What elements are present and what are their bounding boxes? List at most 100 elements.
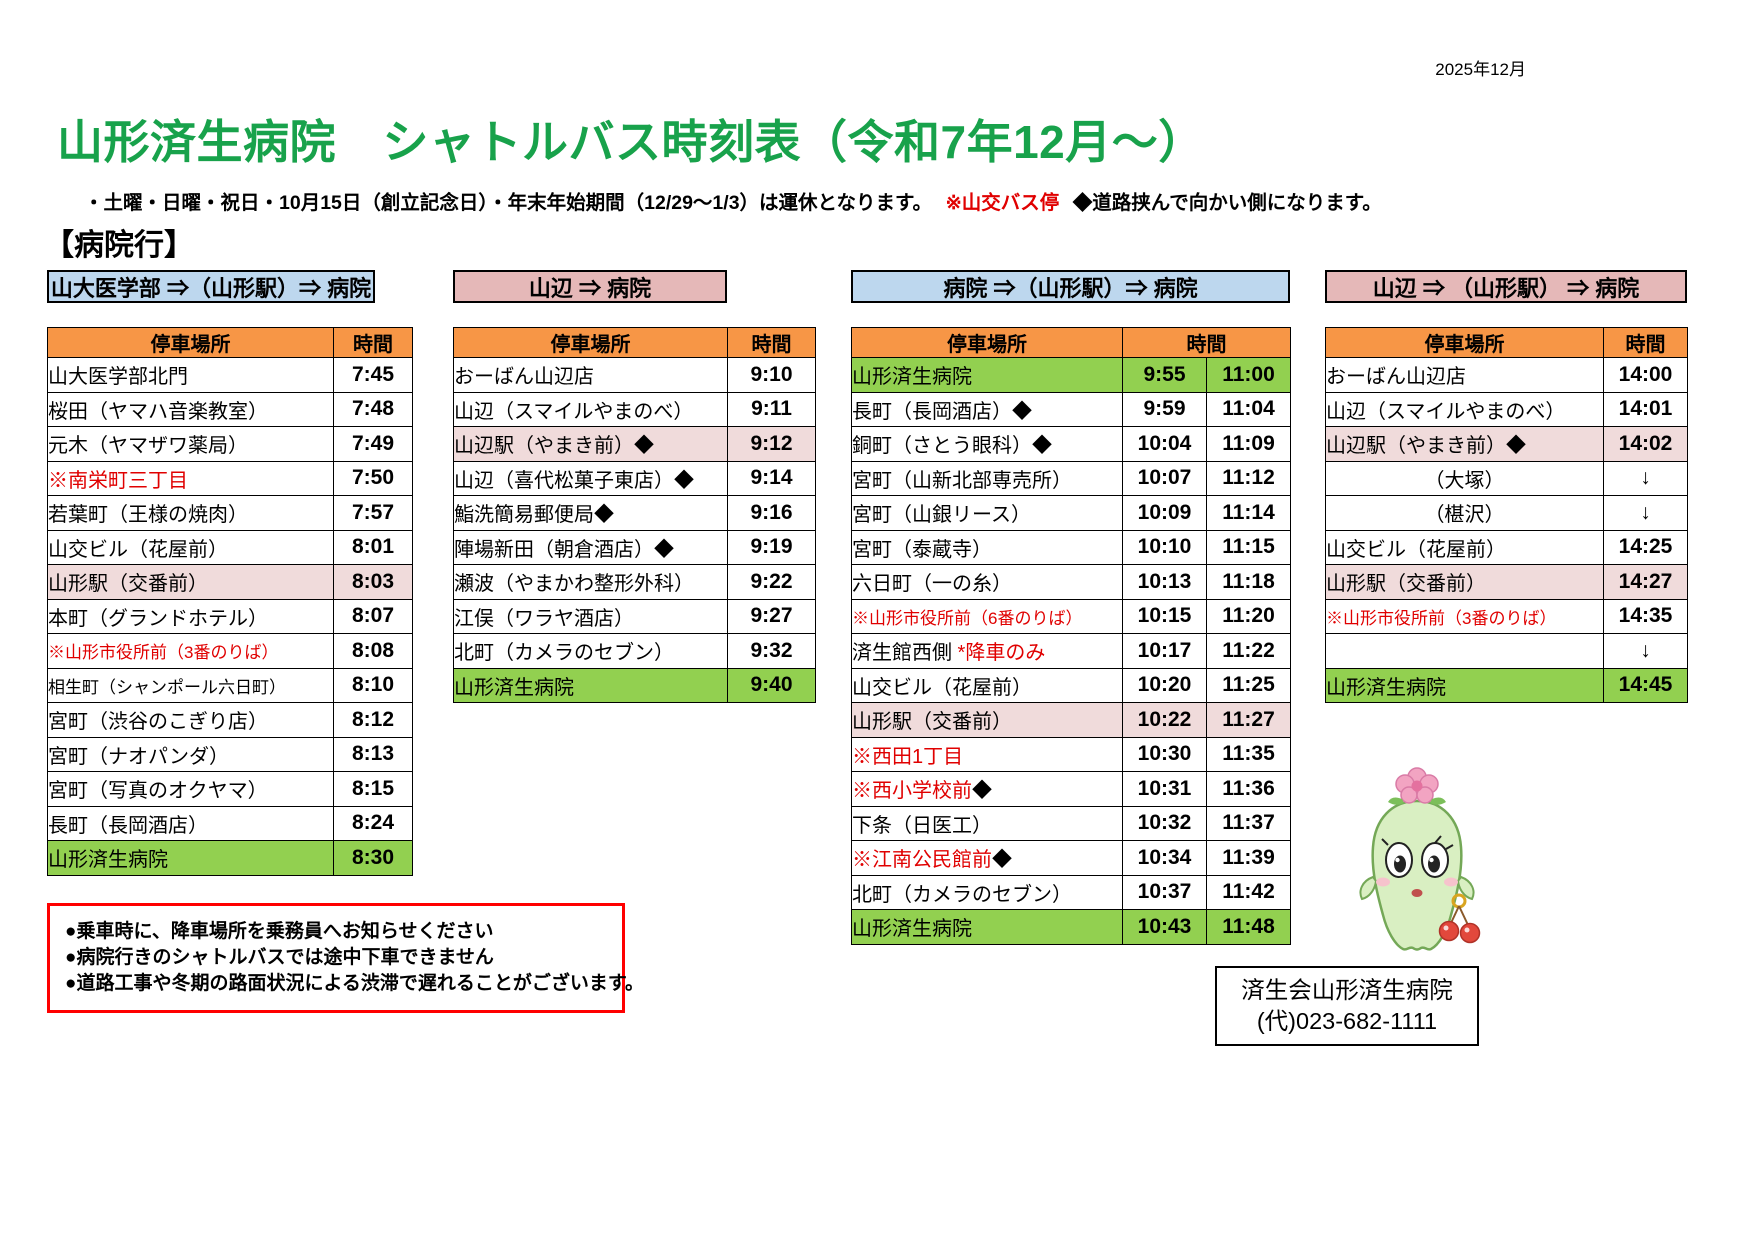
timetable-row: 山形済生病院 8:30 bbox=[47, 840, 413, 876]
stop-cell: 宮町（ナオパンダ） bbox=[47, 736, 334, 772]
stop-cell: 山大医学部北門 bbox=[47, 357, 334, 393]
stop-column-header: 停車場所 bbox=[47, 327, 334, 358]
timetable-row: 宮町（ナオパンダ） 8:13 bbox=[47, 736, 413, 772]
stop-cell: ※西田1丁目 bbox=[851, 736, 1123, 772]
time-cell: 14:35 bbox=[1603, 598, 1688, 634]
stop-cell: ※江南公民館前◆ bbox=[851, 840, 1123, 876]
note-item: ●道路工事や冬期の路面状況による渋滞で遅れることがございます。 bbox=[65, 973, 645, 994]
stop-cell: 山交ビル（花屋前） bbox=[1325, 529, 1604, 565]
stop-cell: （大塚） bbox=[1325, 460, 1604, 496]
timetable-row: 山辺（喜代松菓子東店）◆ 9:14 bbox=[453, 460, 816, 496]
time-cell: 11:42 bbox=[1206, 874, 1291, 910]
timetable-row: 瀬波（やまかわ整形外科） 9:22 bbox=[453, 564, 816, 600]
time-cell: 9:16 bbox=[727, 495, 816, 531]
timetable-row: 北町（カメラのセブン） 10:37 11:42 bbox=[851, 874, 1291, 910]
time-cell: 9:14 bbox=[727, 460, 816, 496]
table-yamadai-to-hospital: 山大医学部 ⇒（山形駅）⇒ 病院 停車場所 時間 山大医学部北門 7:45 桜田（ヤマハ… bbox=[47, 270, 413, 876]
stop-cell: 相生町（シャンポール六日町） bbox=[47, 667, 334, 703]
time-cell: 8:13 bbox=[333, 736, 413, 772]
timetable: 停車場所 時間 山大医学部北門 7:45 桜田（ヤマハ音楽教室） 7:48 元木（ヤマザワ薬… bbox=[47, 327, 413, 876]
time-cell: 8:24 bbox=[333, 805, 413, 841]
time-cell: 11:18 bbox=[1206, 564, 1291, 600]
time-cell: 7:57 bbox=[333, 495, 413, 531]
timetable-row: 陣場新田（朝倉酒店）◆ 9:19 bbox=[453, 529, 816, 565]
stop-cell: 長町（長岡酒店） bbox=[47, 805, 334, 841]
stop-cell: 山形済生病院 bbox=[851, 357, 1123, 393]
timetable-row: 銅町（さとう眼科）◆ 10:04 11:09 bbox=[851, 426, 1291, 462]
time-cell: 9:27 bbox=[727, 598, 816, 634]
timetable-row: ※南栄町三丁目 7:50 bbox=[47, 460, 413, 496]
time-cell: 11:22 bbox=[1206, 633, 1291, 669]
time-cell: 11:37 bbox=[1206, 805, 1291, 841]
stop-cell: 銅町（さとう眼科）◆ bbox=[851, 426, 1123, 462]
timetable-row: 山辺駅（やまき前）◆ 9:12 bbox=[453, 426, 816, 462]
note-item: ●乗車時に、降車場所を乗務員へお知らせください bbox=[65, 921, 494, 942]
time-cell: 11:20 bbox=[1206, 598, 1291, 634]
time-cell: 11:09 bbox=[1206, 426, 1291, 462]
timetable-row: 山辺（スマイルやまのべ） 9:11 bbox=[453, 391, 816, 427]
time-cell: 11:25 bbox=[1206, 667, 1291, 703]
time-cell: 11:14 bbox=[1206, 495, 1291, 531]
time-cell: 9:11 bbox=[727, 391, 816, 427]
stop-cell: おーばん山辺店 bbox=[1325, 357, 1604, 393]
stop-column-header: 停車場所 bbox=[1325, 327, 1604, 358]
time-cell: 7:50 bbox=[333, 460, 413, 496]
timetable-row: 山交ビル（花屋前） 10:20 11:25 bbox=[851, 667, 1291, 703]
time-cell: 10:04 bbox=[1122, 426, 1207, 462]
stop-cell: 山形済生病院 bbox=[851, 909, 1123, 945]
time-cell: 10:10 bbox=[1122, 529, 1207, 565]
time-column-header: 時間 bbox=[727, 327, 816, 358]
time-cell: 10:34 bbox=[1122, 840, 1207, 876]
timetable-row: 山形済生病院 9:40 bbox=[453, 667, 816, 703]
stop-cell: 山形駅（交番前） bbox=[47, 564, 334, 600]
timetable-row: 元木（ヤマザワ薬局） 7:49 bbox=[47, 426, 413, 462]
stop-cell: ※山形市役所前（6番のりば） bbox=[851, 598, 1123, 634]
timetable: 停車場所 時間 山形済生病院 9:55 11:00 長町（長岡酒店）◆ 9:59 11:04 銅… bbox=[851, 327, 1291, 945]
timetable-row: ※西田1丁目 10:30 11:35 bbox=[851, 736, 1291, 772]
time-cell: 10:22 bbox=[1122, 702, 1207, 738]
stop-cell: ※南栄町三丁目 bbox=[47, 460, 334, 496]
time-cell: 9:40 bbox=[727, 667, 816, 703]
time-cell: 14:25 bbox=[1603, 529, 1688, 565]
timetable-row: ※山形市役所前（3番のりば） 8:08 bbox=[47, 633, 413, 669]
time-cell: 10:17 bbox=[1122, 633, 1207, 669]
stop-cell: 宮町（山新北部専売所） bbox=[851, 460, 1123, 496]
notice-diamond-text: ◆道路挟んで向かい側になります。 bbox=[1072, 192, 1382, 214]
timetable-row: ※山形市役所前（6番のりば） 10:15 11:20 bbox=[851, 598, 1291, 634]
stop-cell: 山辺駅（やまき前）◆ bbox=[1325, 426, 1604, 462]
time-cell: 9:59 bbox=[1122, 391, 1207, 427]
stop-cell: 山辺（スマイルやまのべ） bbox=[1325, 391, 1604, 427]
timetable-row: 山辺駅（やまき前）◆ 14:02 bbox=[1325, 426, 1688, 462]
route-banner: 山辺 ⇒ （山形駅） ⇒ 病院 bbox=[1325, 270, 1687, 303]
timetable-row: 山形済生病院 9:55 11:00 bbox=[851, 357, 1291, 393]
time-cell: 9:19 bbox=[727, 529, 816, 565]
time-cell: 10:30 bbox=[1122, 736, 1207, 772]
timetable-row: 長町（長岡酒店） 8:24 bbox=[47, 805, 413, 841]
time-cell: 9:10 bbox=[727, 357, 816, 393]
timetable-row: 下条（日医工） 10:32 11:37 bbox=[851, 805, 1291, 841]
stop-cell: 宮町（山銀リース） bbox=[851, 495, 1123, 531]
timetable-row: 山大医学部北門 7:45 bbox=[47, 357, 413, 393]
table-hospital-loop: 病院 ⇒（山形駅）⇒ 病院 停車場所 時間 山形済生病院 9:55 11:00 長町（長岡… bbox=[851, 270, 1291, 945]
stop-cell: 若葉町（王様の焼肉） bbox=[47, 495, 334, 531]
timetable-row: 鮨洗簡易郵便局◆ 9:16 bbox=[453, 495, 816, 531]
timetable-row: 山形済生病院 14:45 bbox=[1325, 667, 1688, 703]
stop-cell: 山形済生病院 bbox=[47, 840, 334, 876]
timetable-row: ↓ bbox=[1325, 633, 1688, 669]
time-cell: 8:15 bbox=[333, 771, 413, 807]
timetable-row: 山形駅（交番前） 8:03 bbox=[47, 564, 413, 600]
timetable-row: 宮町（写真のオクヤマ） 8:15 bbox=[47, 771, 413, 807]
stop-cell: 宮町（渋谷のこぎり店） bbox=[47, 702, 334, 738]
stop-cell: 六日町（一の糸） bbox=[851, 564, 1123, 600]
timetable-row: ※江南公民館前◆ 10:34 11:39 bbox=[851, 840, 1291, 876]
note-item: ●病院行きのシャトルバスでは途中下車できません bbox=[65, 947, 494, 968]
service-notice: ・土曜・日曜・祝日・10月15日（創立記念日）・年末年始期間（12/29～1/3… bbox=[84, 186, 1382, 215]
flower-fairy-mascot-image bbox=[1359, 767, 1481, 951]
timetable-row: 山辺（スマイルやまのべ） 14:01 bbox=[1325, 391, 1688, 427]
timetable-row: 江俣（ワラヤ酒店） 9:27 bbox=[453, 598, 816, 634]
stop-cell: ※山形市役所前（3番のりば） bbox=[1325, 598, 1604, 634]
time-cell: 7:49 bbox=[333, 426, 413, 462]
time-cell: 8:10 bbox=[333, 667, 413, 703]
stop-cell: 本町（グランドホテル） bbox=[47, 598, 334, 634]
time-cell: 11:12 bbox=[1206, 460, 1291, 496]
